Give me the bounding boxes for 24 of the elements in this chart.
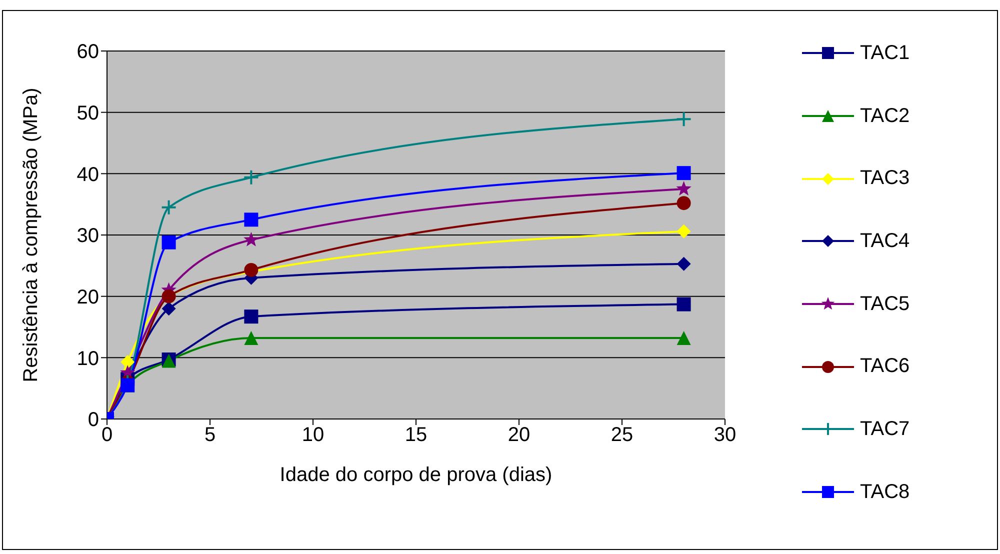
legend-label: TAC3	[860, 167, 910, 190]
legend-label: TAC7	[860, 418, 910, 441]
y-tick-label: 10	[76, 348, 99, 370]
x-tick-label: 5	[204, 424, 216, 446]
y-tick-label: 30	[76, 225, 99, 248]
x-axis-title: Idade do corpo de prova (dias)	[280, 464, 552, 486]
x-tick-label: 30	[714, 424, 736, 446]
x-tick-label: 0	[101, 424, 113, 446]
y-tick-label: 20	[76, 286, 99, 308]
legend-label: TAC4	[860, 230, 910, 253]
legend-label: TAC2	[860, 104, 910, 128]
x-tick-label: 25	[610, 424, 634, 446]
legend-label: TAC6	[860, 355, 910, 378]
y-tick-label: 0	[88, 409, 99, 432]
x-tick-label: 20	[508, 424, 530, 446]
x-tick-label: 15	[404, 424, 428, 446]
legend-label: TAC8	[860, 480, 910, 504]
y-tick-label: 40	[76, 164, 99, 186]
y-tick-label: 50	[76, 102, 99, 124]
legend-label: TAC1	[860, 42, 910, 65]
x-tick-label: 10	[302, 424, 324, 446]
y-axis-title: Resistência à compressão (MPa)	[20, 88, 42, 382]
legend-label: TAC5	[860, 292, 910, 316]
y-tick-label: 60	[76, 41, 99, 64]
